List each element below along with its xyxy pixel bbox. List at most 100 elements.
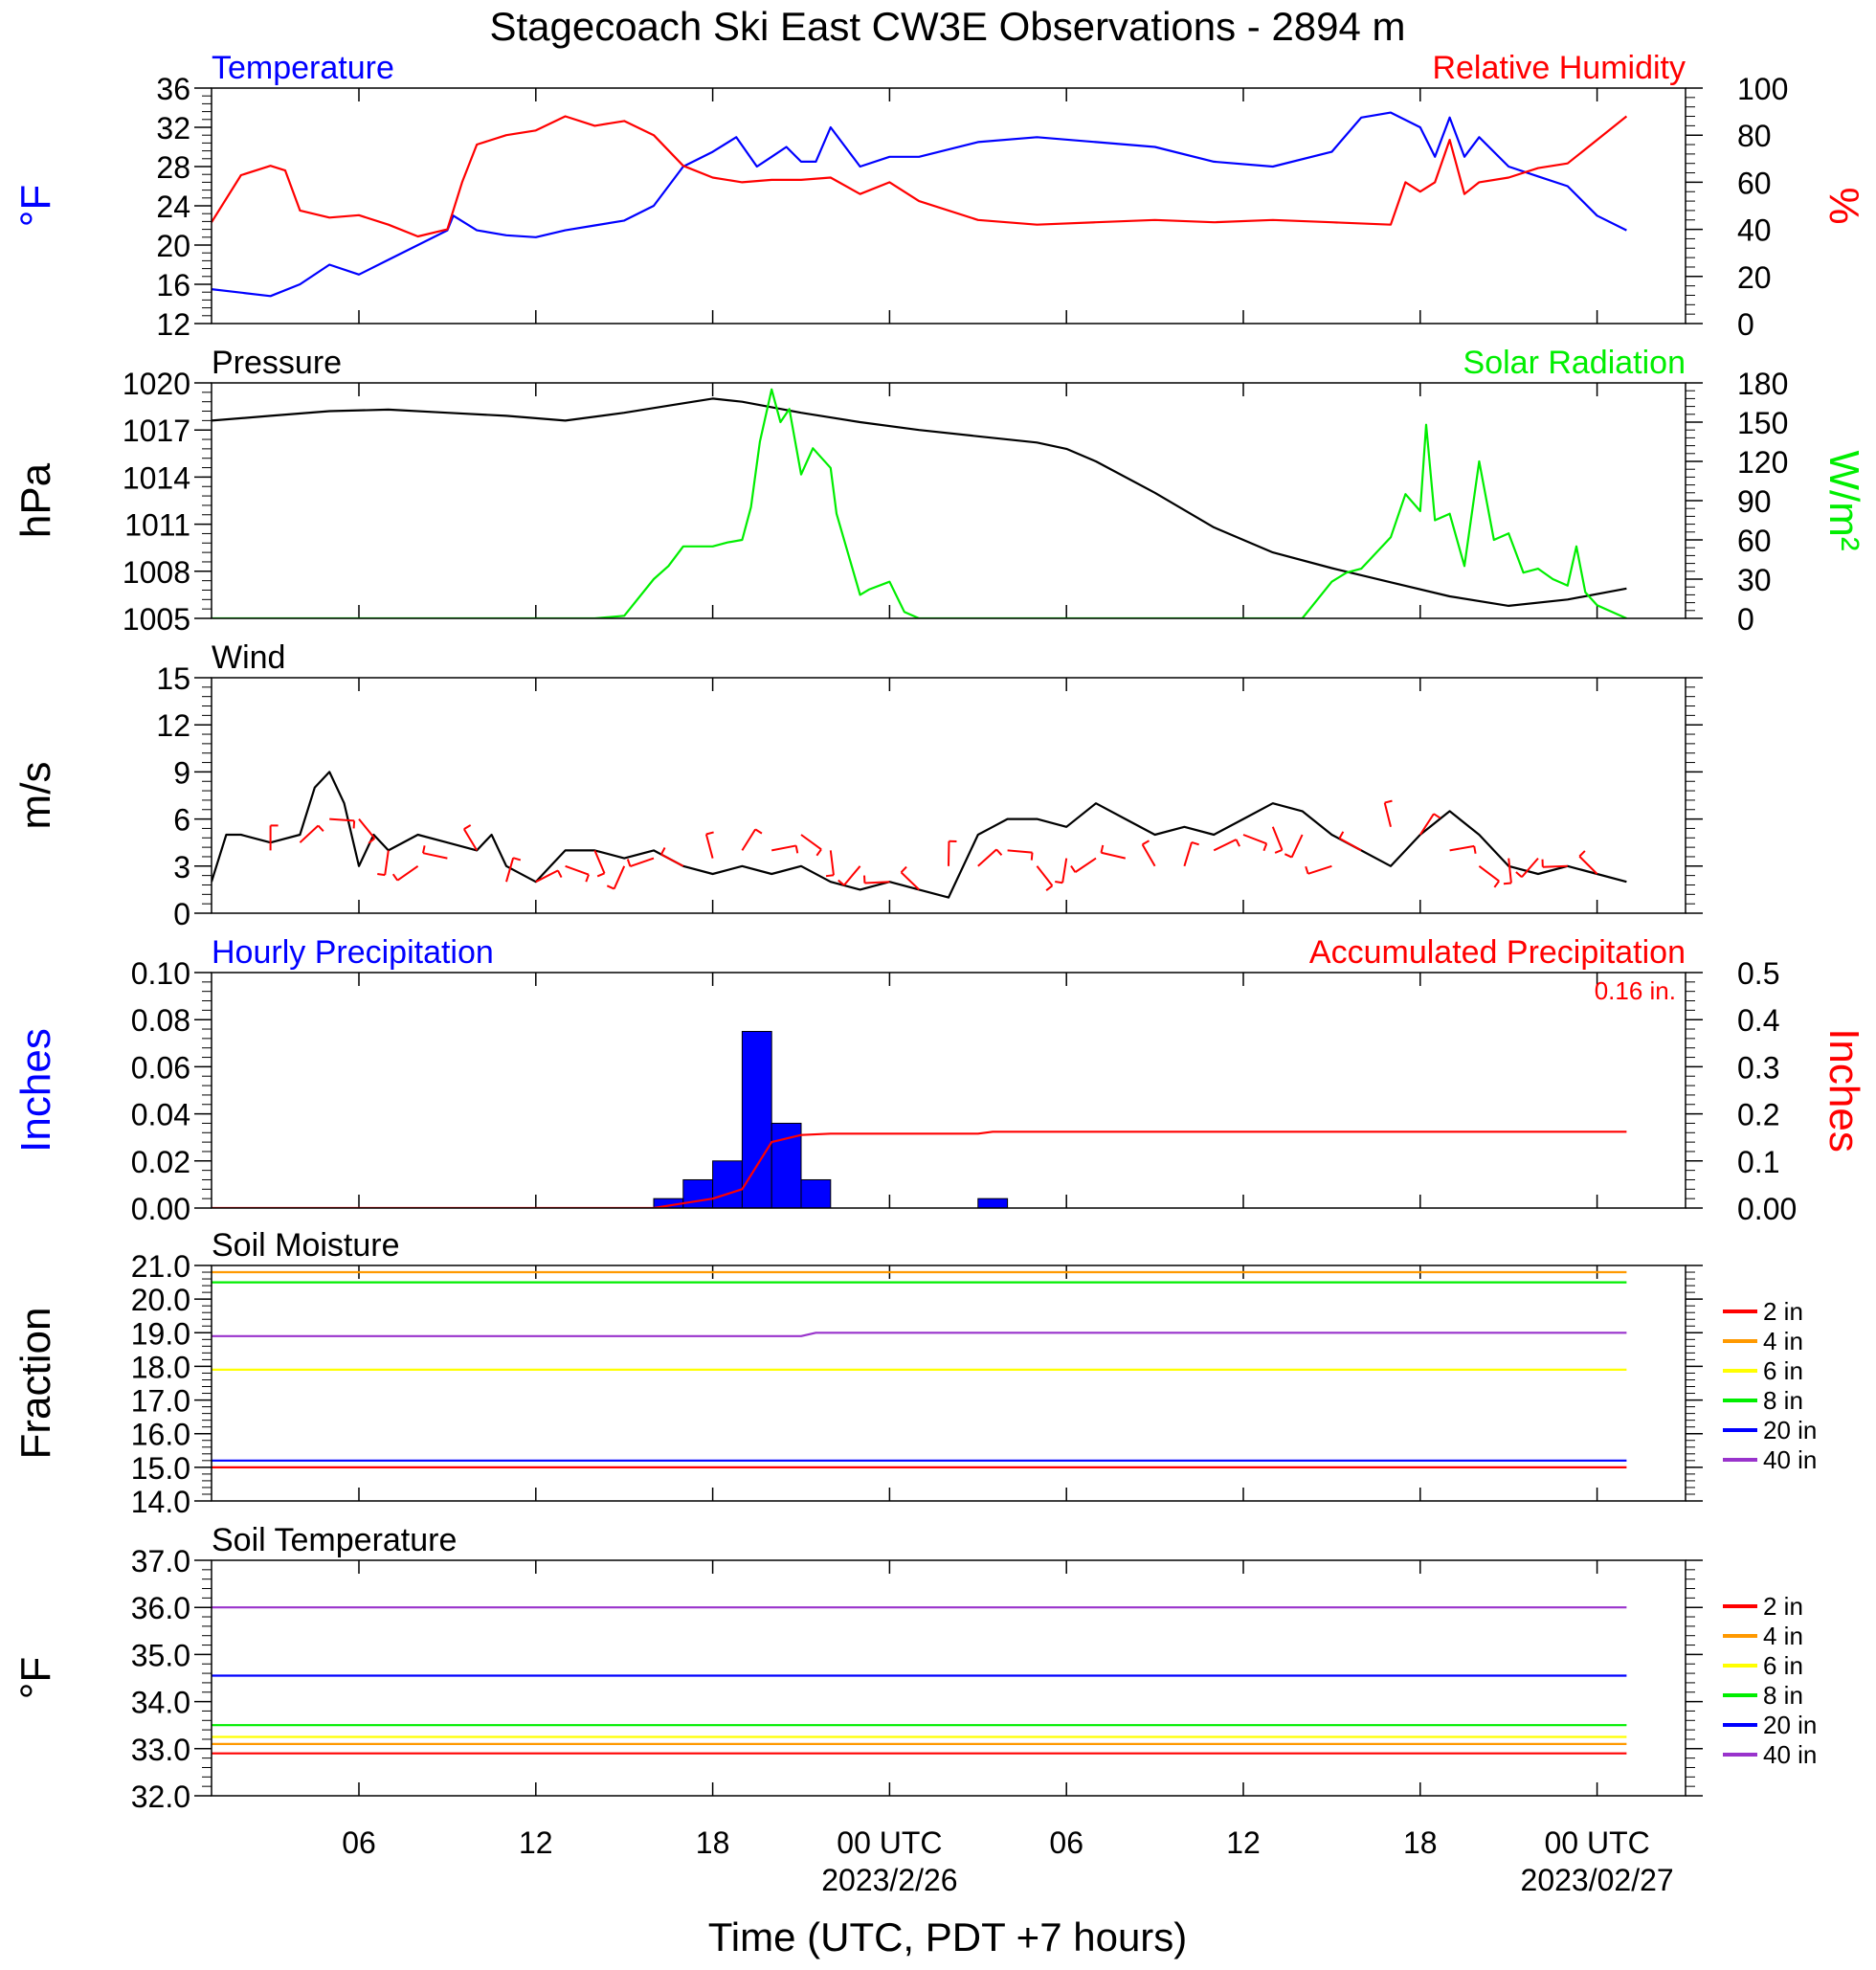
wind-barb-flag xyxy=(838,879,845,886)
wind-barb-flag xyxy=(421,845,426,854)
y-axis-label: °F xyxy=(12,185,59,227)
y-axis-label: m/s xyxy=(12,762,59,830)
accum-annotation: 0.16 in. xyxy=(1595,976,1676,1005)
wind-barb-flag xyxy=(463,824,472,830)
wind-barb xyxy=(630,857,655,868)
y-tick-label: 12 xyxy=(156,307,190,342)
wind-panel: 0 3 6 9 12 15 Wind m/s xyxy=(12,639,1703,931)
y2-tick-label: 0.2 xyxy=(1737,1098,1779,1132)
wind-barb-flag xyxy=(1384,799,1393,804)
wind-barb xyxy=(1242,834,1267,845)
wind-barb-flag xyxy=(1100,844,1105,853)
panel-frame xyxy=(211,87,1686,325)
y-tick-label: 28 xyxy=(156,150,190,185)
wind-barb xyxy=(1418,813,1435,836)
panel-title-left: Soil Moisture xyxy=(212,1227,400,1264)
wind-barb-flag xyxy=(1305,865,1309,875)
wind-barb-flag xyxy=(659,847,666,856)
wind-barb xyxy=(1074,857,1097,873)
precip-bar xyxy=(682,1178,714,1208)
y-tick-label: 16 xyxy=(156,268,190,302)
wind-barb xyxy=(613,865,626,889)
y-tick-label: 33.0 xyxy=(131,1733,190,1767)
wind-barb-flag xyxy=(1493,880,1500,888)
panel-title-right: Accumulated Precipitation xyxy=(1309,934,1686,971)
wind-barb-flag xyxy=(626,859,632,867)
y-tick-label: 37.0 xyxy=(131,1544,190,1578)
plot-area xyxy=(212,1606,1627,1755)
y-tick-label: 35.0 xyxy=(131,1638,190,1672)
wind-barb-flag xyxy=(1262,842,1268,852)
wind-barb-flag xyxy=(1338,831,1345,839)
pressure-solar-panel: 1005 1008 1011 1014 1017 1020 0 30 60 90 120 150 180… xyxy=(12,345,1867,637)
soil-moisture-panel: 14.015.016.017.018.019.020.021.0 Soil Moi… xyxy=(12,1227,1817,1519)
wind-barb xyxy=(741,828,757,851)
precipitation-panel: 0.00 0.02 0.04 0.06 0.08 0.10 0.00 0.1 0.2 0.3 0.4… xyxy=(12,934,1867,1226)
y-axis-label: Inches xyxy=(12,1028,59,1153)
wind-barb xyxy=(1183,841,1193,867)
wind-barb-flag xyxy=(794,845,799,854)
wind-barb xyxy=(358,817,376,839)
y-tick-label: 0.10 xyxy=(131,956,190,991)
y2-tick-label: 100 xyxy=(1737,72,1788,106)
y-tick-label: 36 xyxy=(156,72,190,106)
temperature-line xyxy=(212,111,1627,298)
wind-barb xyxy=(1578,855,1598,875)
wind-barb-flag xyxy=(900,865,907,874)
y-axis-label: Fraction xyxy=(12,1308,59,1460)
wind-barb-flag xyxy=(512,857,522,862)
y2-tick-label: 40 xyxy=(1737,213,1772,248)
wind-barb-flag xyxy=(317,824,324,833)
y-tick-label: 18.0 xyxy=(131,1350,190,1384)
panel-title-left: Temperature xyxy=(212,50,394,86)
y2-tick-label: 0.5 xyxy=(1737,956,1779,991)
wind-barb xyxy=(1141,843,1156,867)
y-tick-label: 34.0 xyxy=(131,1686,190,1720)
wind-barb xyxy=(704,834,714,859)
wind-barb-flag xyxy=(1142,839,1150,846)
wind-barb-flag xyxy=(1274,848,1283,854)
precip-bar xyxy=(712,1160,743,1208)
wind-barb xyxy=(1271,826,1284,851)
panel-frame xyxy=(211,677,1686,914)
y-tick-label: 1020 xyxy=(123,367,190,401)
wind-barb xyxy=(829,850,835,876)
wind-barb-flag xyxy=(368,838,375,844)
x-date-label: 2023/02/27 xyxy=(1521,1863,1674,1897)
wind-barb-flag xyxy=(1433,813,1441,819)
y-tick-label: 0 xyxy=(173,897,190,931)
wind-barb-flag xyxy=(557,869,563,878)
wind-barb-flag xyxy=(352,820,356,829)
wind-barb xyxy=(1338,837,1362,852)
x-tick-label: 00 UTC xyxy=(1544,1825,1649,1860)
wind-barb xyxy=(1383,802,1392,828)
soil-temperature-panel: 32.0 33.0 34.0 35.0 36.0 37.0 Soil Temperature… xyxy=(12,1522,1817,1814)
panel-title-right: Solar Radiation xyxy=(1463,345,1686,381)
y2-tick-label: 60 xyxy=(1737,166,1772,200)
wind-barb xyxy=(843,865,861,886)
precip-bar xyxy=(800,1178,832,1208)
wind-barb xyxy=(462,828,479,851)
y-tick-label: 1005 xyxy=(123,602,190,637)
y-tick-label: 36.0 xyxy=(131,1591,190,1625)
x-tick-label: 06 xyxy=(1049,1825,1083,1860)
wind-barb xyxy=(660,853,684,867)
legend-label: 20 in xyxy=(1763,1416,1817,1444)
x-tick-label: 18 xyxy=(696,1825,730,1860)
panel-title-left: Pressure xyxy=(212,345,342,381)
y-tick-label: 3 xyxy=(173,850,190,884)
pressure-line xyxy=(212,397,1627,608)
y2-tick-label: 0.4 xyxy=(1737,1003,1779,1038)
wind-barb-flag xyxy=(1191,840,1199,846)
y-tick-label: 24 xyxy=(156,190,190,224)
legend-label: 40 in xyxy=(1763,1740,1817,1769)
legend-label: 40 in xyxy=(1763,1445,1817,1474)
wind-barb xyxy=(565,864,590,876)
wind-barb-flag xyxy=(825,874,835,878)
legend-label: 20 in xyxy=(1763,1711,1817,1739)
plot-area xyxy=(212,771,1627,899)
wind-barb-flag xyxy=(1045,884,1054,892)
x-date-label: 2023/2/26 xyxy=(821,1863,957,1897)
wind-barb-flag xyxy=(1070,864,1077,873)
